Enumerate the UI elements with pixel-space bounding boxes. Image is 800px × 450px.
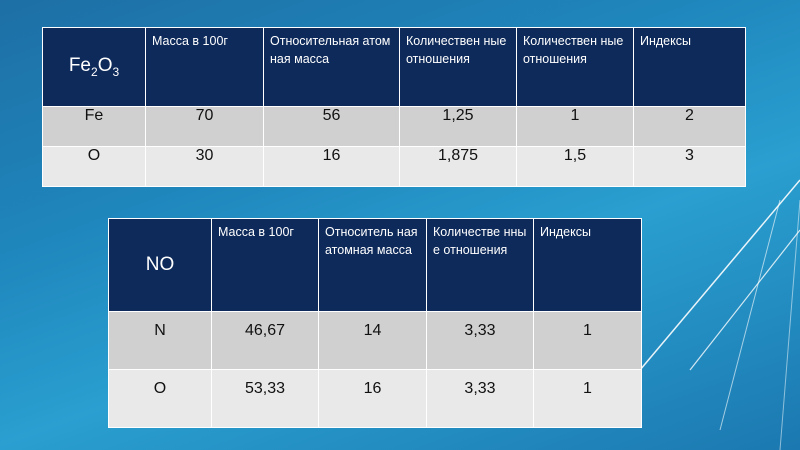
- mass-cell: 53,33: [211, 369, 319, 428]
- col-header-cell: Масса в 100г: [211, 218, 319, 312]
- formula-cell: NO: [108, 218, 212, 312]
- col-header-cell: Масса в 100г: [145, 27, 264, 107]
- ratio-1-cell: 1,875: [399, 146, 517, 187]
- atomic-mass-cell: 56: [263, 106, 400, 147]
- element-cell: O: [42, 146, 146, 187]
- col-header-indices: Индексы: [540, 225, 591, 239]
- no-table: NO Масса в 100г Относитель ная атомная м…: [108, 218, 642, 428]
- col-header-ratio-2: Количествен ные отношения: [523, 34, 624, 66]
- col-header-atomic-mass: Относительная атомная масса: [270, 34, 391, 66]
- formula-o: O: [97, 55, 113, 77]
- col-header-indices: Индексы: [640, 34, 691, 48]
- index-cell: 1: [533, 311, 642, 370]
- ratio-1-cell: 1,25: [399, 106, 517, 147]
- col-header-cell: Относитель ная атомная масса: [318, 218, 427, 312]
- header-row: NO Масса в 100г Относитель ная атомная м…: [108, 218, 642, 312]
- col-header-ratio-1: Количествен ные отношения: [406, 34, 507, 66]
- formula-cell: Fe2O3: [42, 27, 146, 107]
- table-row: Fe 70 56 1,25 1 2: [42, 106, 746, 147]
- col-header-cell: Количествен ные отношения: [399, 27, 517, 107]
- col-header-ratio: Количестве нные отношения: [433, 225, 527, 257]
- ratio-cell: 3,33: [426, 311, 534, 370]
- mass-cell: 46,67: [211, 311, 319, 370]
- element-cell: Fe: [42, 106, 146, 147]
- element-cell: N: [108, 311, 212, 370]
- ratio-cell: 3,33: [426, 369, 534, 428]
- col-header-cell: Количестве нные отношения: [426, 218, 534, 312]
- ratio-2-cell: 1: [516, 106, 634, 147]
- col-header-cell: Количествен ные отношения: [516, 27, 634, 107]
- table-row: O 30 16 1,875 1,5 3: [42, 146, 746, 187]
- element-cell: O: [108, 369, 212, 428]
- col-header-mass: Масса в 100г: [218, 225, 294, 239]
- col-header-cell: Индексы: [533, 218, 642, 312]
- atomic-mass-cell: 16: [318, 369, 427, 428]
- col-header-mass: Масса в 100г: [152, 34, 228, 48]
- index-cell: 1: [533, 369, 642, 428]
- col-header-cell: Индексы: [633, 27, 746, 107]
- col-header-cell: Относительная атомная масса: [263, 27, 400, 107]
- mass-cell: 30: [145, 146, 264, 187]
- formula-sub-3: 3: [112, 64, 120, 79]
- col-header-atomic-mass: Относитель ная атомная масса: [325, 225, 418, 257]
- table-row: N 46,67 14 3,33 1: [108, 311, 642, 370]
- atomic-mass-cell: 14: [318, 311, 427, 370]
- header-row: Fe2O3 Масса в 100г Относительная атомная…: [42, 27, 746, 107]
- formula-fe: Fe: [68, 55, 92, 77]
- table-row: O 53,33 16 3,33 1: [108, 369, 642, 428]
- atomic-mass-cell: 16: [263, 146, 400, 187]
- fe2o3-table: Fe2O3 Масса в 100г Относительная атомная…: [42, 27, 746, 187]
- mass-cell: 70: [145, 106, 264, 147]
- index-cell: 3: [633, 146, 746, 187]
- formula-sub-2: 2: [91, 64, 98, 79]
- ratio-2-cell: 1,5: [516, 146, 634, 187]
- index-cell: 2: [633, 106, 746, 147]
